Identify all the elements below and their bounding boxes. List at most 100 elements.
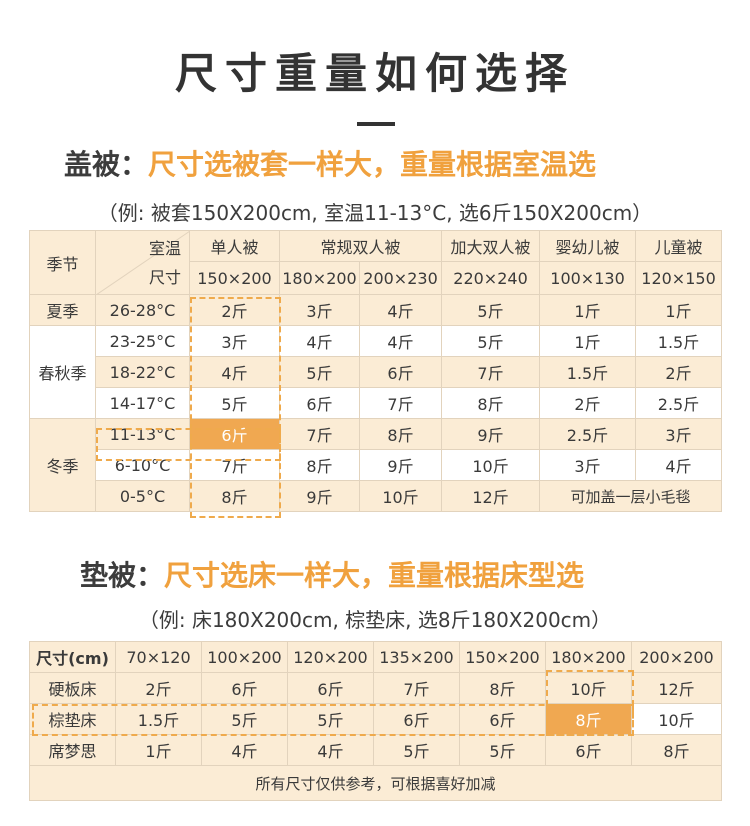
size-header: 尺寸 [148,268,181,287]
value-cell: 2斤 [115,672,202,704]
value-cell: 9斤 [279,480,360,512]
size-header-cell: 100×200 [201,641,288,673]
temp-cell: 23-25°C [95,325,190,357]
bed-type-cell: 席梦思 [29,734,116,766]
group-header: 单人被 [189,230,280,262]
value-cell: 5斤 [459,734,546,766]
bed-type-cell: 硬板床 [29,672,116,704]
bed-type-cell: 棕垫床 [29,703,116,735]
value-cell: 8斤 [459,672,546,704]
page-title: 尺寸重量如何选择 [174,49,575,98]
temp-cell: 18-22°C [95,356,190,388]
quilt-heading-prefix: 盖被： [64,148,149,181]
value-cell: 7斤 [373,672,460,704]
table-row: 14-17°C 5斤 6斤 7斤 8斤 2斤 2.5斤 [29,387,723,419]
value-cell: 12斤 [631,672,722,704]
temp-cell: 0-5°C [95,480,190,512]
value-cell: 5斤 [189,387,280,419]
value-cell: 3斤 [189,325,280,357]
table-row: 棕垫床 1.5斤 5斤 5斤 6斤 6斤 8斤 10斤 [29,703,722,735]
group-header: 儿童被 [635,230,723,262]
temp-header: 室温 [148,239,181,258]
value-cell: 6斤 [287,672,374,704]
size-header-cell: 180×200 [545,641,632,673]
size-header-cell: 150×200 [459,641,546,673]
value-cell: 4斤 [358,325,443,357]
table-row: 所有尺寸仅供参考，可根据喜好加减 [29,765,722,801]
temp-cell: 14-17°C [95,387,190,419]
temp-cell: 6-10°C [95,449,190,481]
value-cell: 6斤 [279,387,360,419]
value-cell: 3斤 [539,449,637,481]
value-cell: 6斤 [358,356,443,388]
season-cell: 夏季 [29,294,96,326]
table-row: 夏季 26-28°C 2斤 3斤 4斤 5斤 1斤 1斤 [29,294,723,326]
value-cell: 2斤 [539,387,637,419]
table-row: 硬板床 2斤 6斤 6斤 7斤 8斤 10斤 12斤 [29,672,722,704]
group-header: 婴幼儿被 [539,230,637,262]
value-cell: 4斤 [279,325,360,357]
mattress-heading-prefix: 垫被： [80,559,165,592]
size-header-cell: 200×230 [358,261,443,295]
table-row: 尺寸(cm) 70×120 100×200 120×200 135×200 15… [29,641,722,673]
diagonal-divider [97,231,189,294]
value-cell: 4斤 [189,356,280,388]
value-cell: 4斤 [358,294,443,326]
mattress-heading-highlight: 尺寸选床一样大，重量根据床型选 [164,559,585,592]
value-cell: 7斤 [358,387,443,419]
value-cell: 2斤 [189,294,280,326]
temp-cell: 11-13°C [95,418,190,450]
highlighted-value-cell: 6斤 [189,418,280,450]
value-cell: 5斤 [441,325,541,357]
value-cell: 4斤 [287,734,374,766]
mattress-heading: 垫被：尺寸选床一样大，重量根据床型选 [80,554,584,594]
size-header-cell: 150×200 [189,261,280,295]
value-cell: 5斤 [287,703,374,735]
value-cell: 5斤 [279,356,360,388]
value-cell: 9斤 [441,418,541,450]
value-cell: 8斤 [189,480,280,512]
value-cell: 10斤 [545,672,632,704]
temp-size-header: 室温 尺寸 [95,230,190,295]
table-row: 18-22°C 4斤 5斤 6斤 7斤 1.5斤 2斤 [29,356,723,388]
value-cell: 1.5斤 [635,325,723,357]
quilt-size-table: 季节 室温 尺寸 单人被 常规双人被 加大双人被 婴幼儿被 儿童被 150×20… [29,230,723,512]
size-header-cell: 135×200 [373,641,460,673]
size-header-cell: 120×200 [287,641,374,673]
value-cell: 8斤 [631,734,722,766]
value-cell: 6斤 [201,672,288,704]
value-cell: 3斤 [279,294,360,326]
size-header-cell: 200×200 [631,641,722,673]
note-cell: 可加盖一层小毛毯 [539,480,723,512]
table-row: 冬季 11-13°C 6斤 7斤 8斤 9斤 2.5斤 3斤 [29,418,723,512]
value-cell: 7斤 [189,449,280,481]
quilt-heading: 盖被：尺寸选被套一样大，重量根据室温选 [64,143,596,183]
value-cell: 12斤 [441,480,541,512]
value-cell: 8斤 [279,449,360,481]
size-header-cell: 120×150 [635,261,723,295]
value-cell: 8斤 [358,418,443,450]
group-header: 加大双人被 [441,230,541,262]
value-cell: 2斤 [635,356,723,388]
value-cell: 7斤 [441,356,541,388]
group-header: 常规双人被 [278,230,443,262]
temp-cell: 26-28°C [95,294,190,326]
value-cell: 1斤 [539,325,637,357]
value-cell: 6斤 [373,703,460,735]
value-cell: 5斤 [201,703,288,735]
season-cell: 冬季 [29,418,96,512]
season-cell: 春秋季 [29,325,96,419]
size-header-cell: 220×240 [441,261,541,295]
title-underline [357,122,395,126]
table-row: 0-5°C 8斤 9斤 10斤 12斤 可加盖一层小毛毯 [29,480,723,512]
value-cell: 1斤 [539,294,637,326]
value-cell: 4斤 [635,449,723,481]
season-header: 季节 [29,230,96,295]
value-cell: 3斤 [635,418,723,450]
value-cell: 2.5斤 [539,418,637,450]
size-header-cell: 180×200 [279,261,360,295]
table-row: 6-10°C 7斤 8斤 9斤 10斤 3斤 4斤 [29,449,723,481]
mattress-example: （例: 床180X200cm, 棕垫床, 选8斤180X200cm） [138,608,612,632]
value-cell: 5斤 [441,294,541,326]
value-cell: 1斤 [635,294,723,326]
